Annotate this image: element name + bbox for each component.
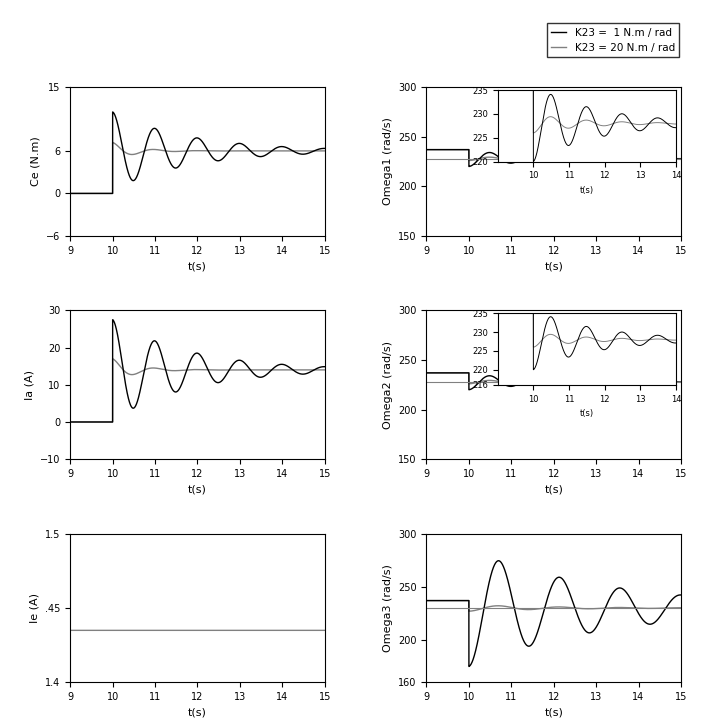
X-axis label: t(s): t(s) <box>544 484 563 494</box>
X-axis label: t(s): t(s) <box>188 261 207 272</box>
X-axis label: t(s): t(s) <box>188 484 207 494</box>
Y-axis label: Omega3 (rad/s): Omega3 (rad/s) <box>383 564 392 652</box>
Y-axis label: Ia (A): Ia (A) <box>25 370 34 400</box>
Y-axis label: Ie (A): Ie (A) <box>29 593 39 623</box>
Y-axis label: Ce (N.m): Ce (N.m) <box>31 136 41 187</box>
Y-axis label: Omega2 (rad/s): Omega2 (rad/s) <box>383 340 392 429</box>
X-axis label: t(s): t(s) <box>544 261 563 272</box>
Y-axis label: Omega1 (rad/s): Omega1 (rad/s) <box>383 118 392 205</box>
Legend: K23 =  1 N.m / rad, K23 = 20 N.m / rad: K23 = 1 N.m / rad, K23 = 20 N.m / rad <box>547 23 680 57</box>
X-axis label: t(s): t(s) <box>188 708 207 718</box>
X-axis label: t(s): t(s) <box>544 708 563 718</box>
